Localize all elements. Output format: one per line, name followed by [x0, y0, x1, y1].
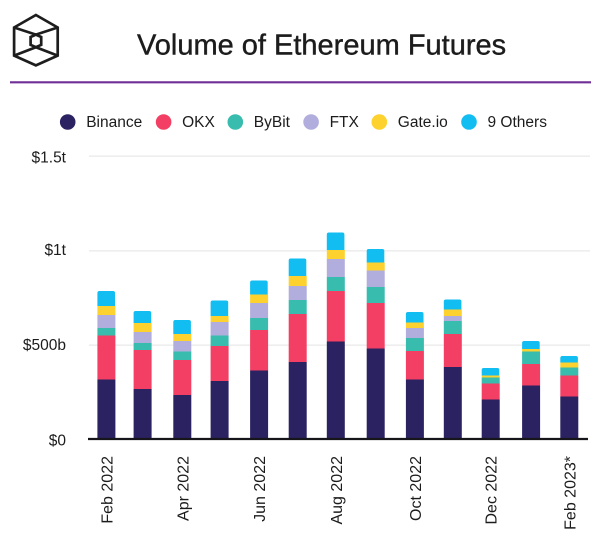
svg-text:Gate.io: Gate.io	[398, 114, 448, 131]
svg-text:$500b: $500b	[23, 337, 66, 354]
svg-text:Dec 2022: Dec 2022	[484, 456, 501, 525]
svg-text:$1.5t: $1.5t	[32, 150, 67, 167]
svg-text:ByBit: ByBit	[254, 114, 291, 131]
svg-text:9 Others: 9 Others	[488, 114, 548, 131]
svg-text:Feb 2022: Feb 2022	[99, 456, 116, 524]
svg-text:FTX: FTX	[330, 114, 360, 131]
svg-text:Aug 2022: Aug 2022	[329, 456, 346, 525]
svg-text:Binance: Binance	[86, 114, 142, 131]
svg-text:Volume of Ethereum Futures: Volume of Ethereum Futures	[137, 30, 506, 62]
svg-text:OKX: OKX	[182, 114, 215, 131]
svg-text:Feb 2023*: Feb 2023*	[562, 456, 579, 530]
svg-text:$1t: $1t	[44, 242, 66, 259]
svg-text:Oct 2022: Oct 2022	[408, 456, 425, 521]
svg-text:Jun 2022: Jun 2022	[252, 456, 269, 522]
svg-text:$0: $0	[49, 433, 67, 450]
svg-text:Apr 2022: Apr 2022	[175, 456, 192, 521]
